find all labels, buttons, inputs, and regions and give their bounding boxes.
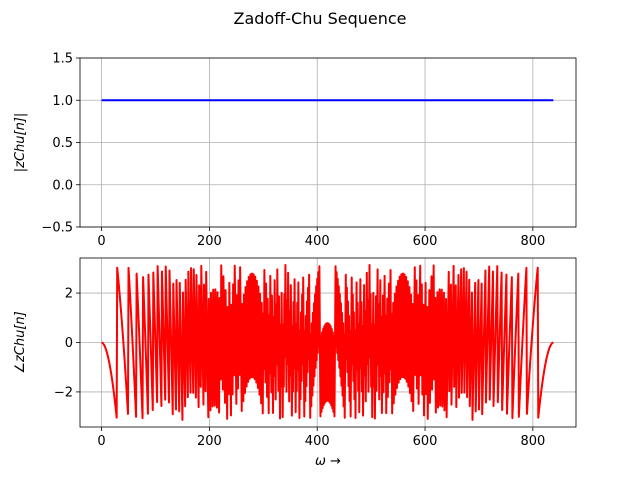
phase-x-axis-label: ω →: [315, 454, 341, 469]
x-tick-label: 0: [97, 434, 105, 449]
y-tick-label: 2: [65, 287, 73, 302]
x-tick-label: 800: [520, 234, 545, 249]
y-tick-label: 0.0: [52, 178, 73, 193]
phase-plot: 0 200 400 600 800 −2 0 2 ∠zChu[n] ω →: [13, 257, 577, 469]
x-tick-label: 200: [197, 434, 222, 449]
phase-series: [101, 263, 554, 421]
chart-title: Zadoff-Chu Sequence: [234, 9, 407, 28]
phase-axes-frame: [79, 257, 577, 428]
phase-ticks: 0 200 400 600 800 −2 0 2: [54, 287, 545, 449]
magnitude-y-axis-label: |zChu[n]|: [13, 113, 28, 173]
y-tick-label: 1.5: [52, 52, 73, 67]
x-tick-label: 200: [197, 234, 222, 249]
y-tick-label: −0.5: [41, 221, 73, 236]
y-tick-label: 1.0: [52, 94, 73, 109]
magnitude-ticks: 0 200 400 600 800 −0.5 0.0 0.5 1.0 1.5: [41, 52, 545, 250]
x-tick-label: 400: [305, 234, 330, 249]
x-tick-label: 600: [413, 434, 438, 449]
x-tick-label: 600: [413, 234, 438, 249]
y-tick-label: 0.5: [52, 136, 73, 151]
phase-y-axis-label: ∠zChu[n]: [13, 311, 28, 373]
x-tick-label: 400: [305, 434, 330, 449]
x-tick-label: 0: [97, 234, 105, 249]
series-line: [101, 263, 554, 421]
x-tick-label: 800: [520, 434, 545, 449]
y-tick-label: −2: [54, 385, 73, 400]
y-tick-label: 0: [65, 336, 73, 351]
magnitude-plot: 0 200 400 600 800 −0.5 0.0 0.5 1.0 1.5 |zChu[n]|: [13, 52, 577, 250]
magnitude-axes-frame: [79, 57, 577, 228]
magnitude-grid: [80, 57, 576, 228]
